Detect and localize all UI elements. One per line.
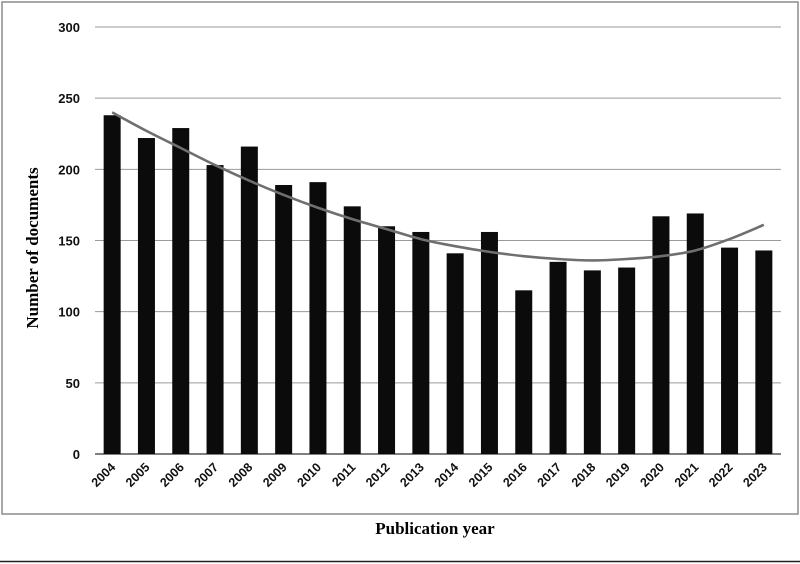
y-tick-labels: 0 50 100 150 200 250 300 [58, 20, 80, 462]
bar-2006 [172, 128, 190, 454]
y-axis-title: Number of documents [23, 167, 42, 329]
bar-2011 [343, 206, 361, 454]
trendline-layer [111, 111, 765, 262]
bar-2004 [103, 115, 121, 454]
bar-2022 [721, 247, 739, 454]
bar-2018 [583, 270, 601, 454]
y-tick-label: 100 [58, 305, 80, 320]
bar-2014 [446, 253, 464, 454]
y-tick-label: 0 [73, 447, 80, 462]
bar-2017 [549, 261, 567, 454]
y-tick-label: 150 [58, 234, 80, 249]
bar-2009 [275, 184, 293, 455]
bar-2007 [206, 165, 224, 454]
y-tick-label: 250 [58, 91, 80, 106]
x-axis-title: Publication year [375, 519, 495, 538]
y-tick-label: 200 [58, 162, 80, 177]
bar-2023 [755, 250, 773, 454]
bar-2020 [652, 216, 670, 454]
bar-2019 [618, 267, 636, 454]
bar-2013 [412, 231, 430, 454]
bar-2021 [686, 213, 704, 454]
y-tick-label: 300 [58, 20, 80, 35]
bar-2008 [240, 146, 258, 454]
bars [103, 115, 773, 455]
bar-2016 [515, 290, 533, 454]
y-tick-label: 50 [66, 376, 80, 391]
bar-2005 [137, 138, 155, 454]
bar-2010 [309, 182, 327, 455]
bar-2015 [480, 231, 498, 454]
bar-2012 [378, 226, 396, 454]
trendline [111, 111, 765, 262]
chart-frame [1, 1, 799, 515]
